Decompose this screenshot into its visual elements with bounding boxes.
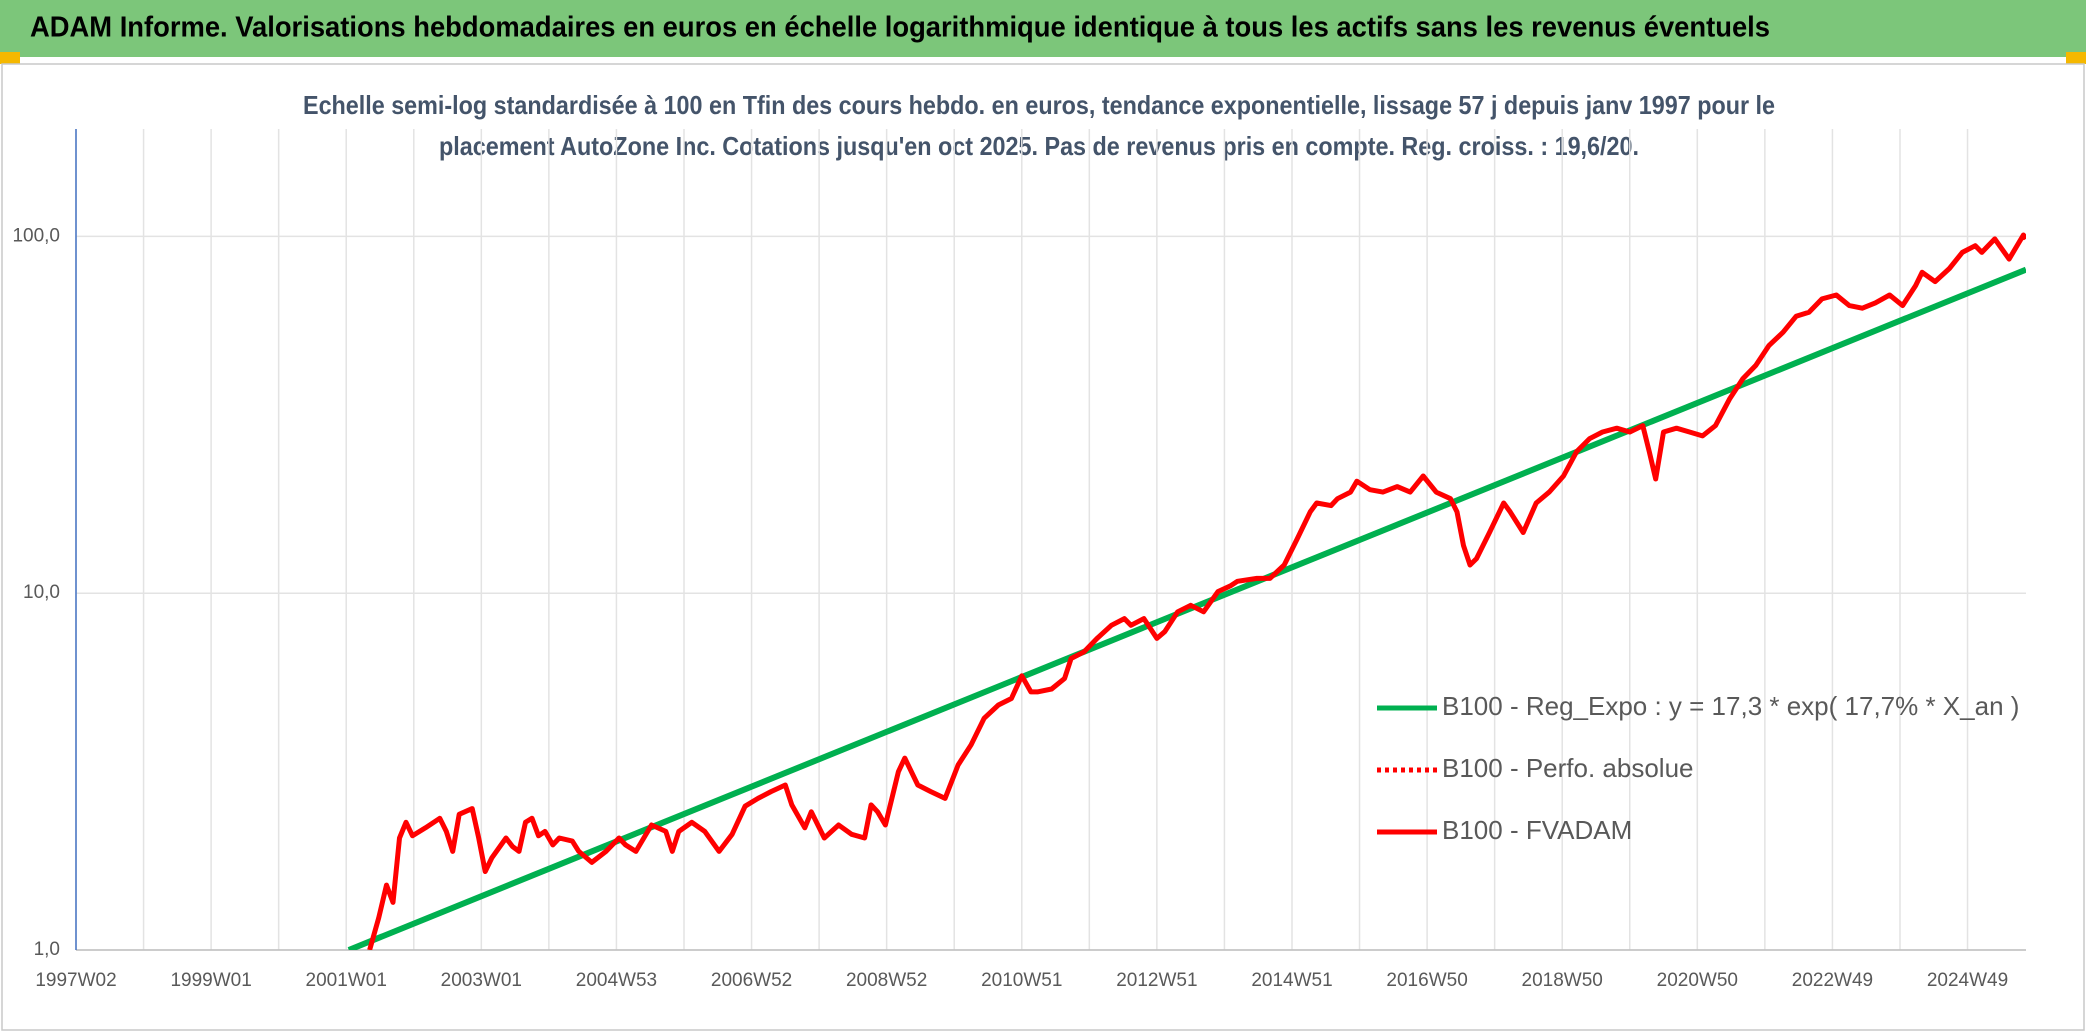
legend-label: B100 - Reg_Expo : y = 17,3 * exp( 17,7% … [1442,691,2019,721]
x-tick-label: 2008W52 [846,970,927,991]
data-line [367,232,2026,950]
x-tick-label: 2020W50 [1657,970,1738,991]
x-tick-label: 1999W01 [170,970,251,991]
chart-subtitle: Echelle semi-log standardisée à 100 en T… [303,90,1775,120]
series-group [347,266,2026,950]
legend-label: B100 - FVADAM [1442,815,1632,845]
x-tick-label: 2004W53 [576,970,657,991]
x-tick-label: 2001W01 [306,970,387,991]
chart-title: ADAM Informe. Valorisations hebdomadaire… [30,12,1770,44]
x-tick-label: 2022W49 [1792,970,1873,991]
data-line [347,266,2026,950]
y-tick-label: 100,0 [12,225,60,246]
x-tick-label: 1997W02 [35,970,116,991]
x-tick-label: 2003W01 [441,970,522,991]
corner-mark [0,52,20,64]
x-tick-label: 2018W50 [1522,970,1603,991]
chart-subtitle: placement AutoZone Inc. Cotations jusqu'… [439,131,1639,161]
x-tick-label: 2014W51 [1251,970,1332,991]
header-bar [0,0,2086,57]
y-tick-label: 1,0 [34,939,60,960]
x-tick-label: 2024W49 [1927,970,2008,991]
chart-frame [1,63,2085,1031]
x-tick-label: 2012W51 [1116,970,1197,991]
x-tick-label: 2016W50 [1386,970,1467,991]
series-group [367,232,2026,950]
y-tick-label: 10,0 [23,582,60,603]
legend-label: B100 - Perfo. absolue [1442,753,1694,783]
x-tick-label: 2010W51 [981,970,1062,991]
corner-mark [2066,52,2086,64]
x-tick-label: 2006W52 [711,970,792,991]
